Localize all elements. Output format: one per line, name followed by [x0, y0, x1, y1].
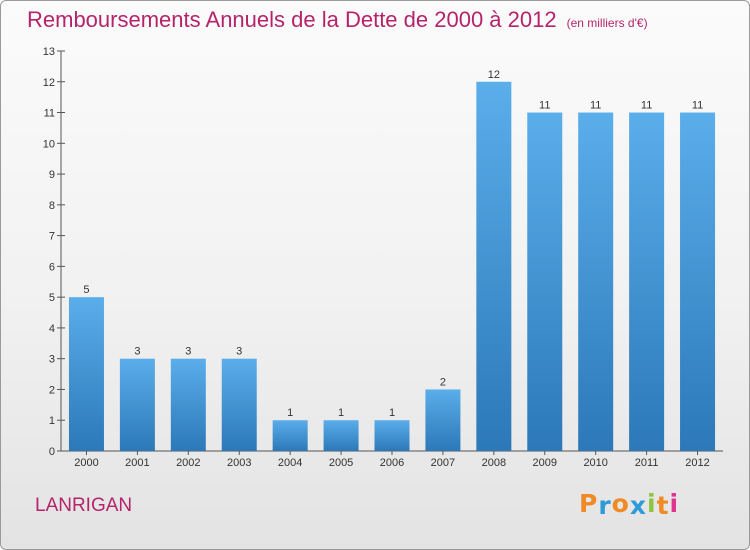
x-tick-label: 2010: [583, 457, 607, 469]
x-tick-label: 2001: [125, 457, 149, 469]
data-label: 1: [389, 407, 395, 419]
logo-letter: r: [598, 491, 612, 520]
y-tick-label: 3: [49, 354, 55, 366]
bar: [119, 358, 155, 451]
data-label: 11: [641, 100, 652, 112]
data-label: 1: [287, 407, 293, 419]
x-tick-label: 2009: [533, 457, 557, 469]
data-label: 1: [338, 407, 344, 419]
y-tick-label: 13: [43, 46, 55, 58]
data-label: 2: [440, 376, 446, 388]
y-tick-label: 1: [49, 415, 55, 427]
x-tick-label: 2003: [227, 457, 251, 469]
data-label: 12: [488, 69, 500, 81]
x-tick-label: 2011: [635, 457, 659, 469]
data-label: 11: [692, 100, 703, 112]
x-tick-label: 2004: [278, 457, 302, 469]
bar: [68, 297, 104, 451]
x-tick-label: 2005: [329, 457, 353, 469]
logo-letter: o: [611, 489, 630, 518]
y-tick-label: 7: [49, 231, 55, 243]
data-label: 5: [83, 284, 89, 296]
chart-title-text: Remboursements Annuels de la Dette de 20…: [27, 7, 557, 32]
x-tick-label: 2007: [431, 457, 455, 469]
data-label: 3: [134, 346, 140, 358]
bar: [323, 420, 359, 451]
data-label: 11: [539, 100, 550, 112]
bar: [221, 358, 257, 451]
y-tick-label: 10: [43, 138, 55, 150]
y-tick-label: 9: [49, 169, 55, 181]
logo-letter: t: [656, 491, 670, 520]
bar: [272, 420, 308, 451]
commune-name: LANRIGAN: [35, 495, 133, 516]
bar: [578, 112, 614, 452]
bar: [425, 389, 461, 451]
bar: [629, 112, 665, 452]
y-tick-label: 6: [49, 261, 55, 273]
x-tick-label: 2006: [380, 457, 404, 469]
logo-letter: i: [647, 489, 657, 518]
x-tick-label: 2000: [74, 457, 98, 469]
bar: [680, 112, 716, 452]
bar: [374, 420, 410, 451]
logo-letter: i: [669, 489, 680, 518]
x-tick-label: 2002: [176, 457, 200, 469]
y-tick-label: 2: [49, 384, 55, 396]
y-tick-label: 4: [49, 323, 55, 335]
data-label: 3: [185, 346, 191, 358]
bar: [527, 112, 563, 452]
y-tick-label: 8: [49, 200, 55, 212]
y-tick-label: 0: [49, 446, 55, 458]
chart-unit: (en milliers d'€): [566, 16, 648, 30]
proxiti-logo: Proxiti: [579, 489, 679, 521]
x-tick-label: 2008: [482, 457, 506, 469]
data-label: 3: [236, 346, 242, 358]
chart-title: Remboursements Annuels de la Dette de 20…: [27, 7, 648, 33]
y-tick-label: 5: [49, 292, 55, 304]
x-tick-label: 2012: [685, 457, 709, 469]
y-tick-label: 11: [44, 108, 55, 120]
bar: [476, 81, 512, 452]
bar: [170, 358, 206, 451]
logo-letter: P: [579, 489, 599, 518]
y-tick-label: 12: [43, 77, 55, 89]
data-label: 11: [590, 100, 601, 112]
logo-letter: x: [629, 491, 647, 520]
